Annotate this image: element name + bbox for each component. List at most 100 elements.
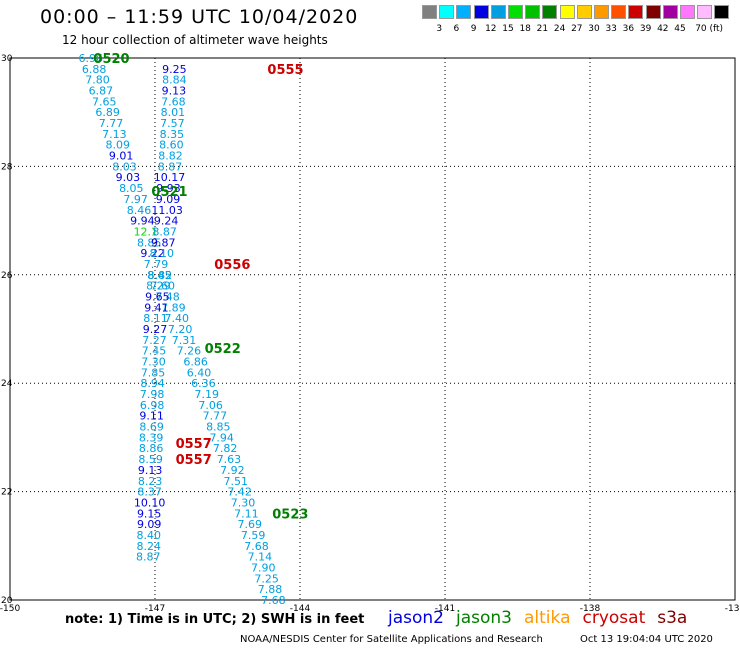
wave-height-value: 7.27 bbox=[142, 334, 167, 347]
wave-height-value: 8.82 bbox=[158, 150, 183, 163]
wave-height-value: 6.36 bbox=[191, 377, 216, 390]
wave-height-value: 9.25 bbox=[162, 63, 187, 76]
wave-height-value: 8.39 bbox=[139, 431, 164, 444]
wave-height-value: 8.09 bbox=[106, 139, 131, 152]
y-tick-label: 20 bbox=[1, 596, 13, 606]
y-tick-label: 28 bbox=[1, 162, 13, 172]
scale-label: 12 bbox=[485, 24, 497, 34]
legend-jason3: jason3 bbox=[456, 608, 512, 628]
wave-height-value: 9.93 bbox=[156, 182, 181, 195]
wave-height-value: 7.68 bbox=[261, 594, 286, 607]
wave-height-value: 8.85 bbox=[137, 236, 162, 249]
wave-height-value: 7.30 bbox=[141, 356, 166, 369]
scale-swatch bbox=[422, 5, 437, 19]
wave-height-value: 10.10 bbox=[134, 496, 166, 509]
wave-height-value: 8.87 bbox=[158, 160, 183, 173]
pass-time-label: 0557 bbox=[176, 453, 212, 468]
legend-jason2: jason2 bbox=[388, 608, 444, 628]
scale-swatch bbox=[542, 5, 558, 19]
timestamp: Oct 13 19:04:04 UTC 2020 bbox=[580, 634, 713, 645]
scale-swatch bbox=[508, 5, 523, 19]
wave-height-value: 7.11 bbox=[234, 507, 259, 520]
wave-height-value: 7.13 bbox=[102, 128, 127, 141]
wave-height-value: 8.85 bbox=[206, 421, 231, 434]
scale-swatch bbox=[594, 5, 609, 19]
pass-time-label: 0522 bbox=[205, 342, 241, 357]
wave-height-value: 8.29 bbox=[146, 280, 171, 293]
wave-height-value: 8.59 bbox=[138, 453, 163, 466]
scale-label: 9 bbox=[470, 24, 477, 34]
scale-swatch bbox=[456, 5, 472, 19]
wave-height-value: 7.48 bbox=[155, 290, 180, 303]
wave-height-value: 6.40 bbox=[187, 366, 212, 379]
scale-label: 70 (ft) bbox=[695, 24, 724, 34]
wave-height-value: 7.94 bbox=[209, 431, 234, 444]
wave-height-value: 8.35 bbox=[160, 128, 185, 141]
wave-height-value: 7.68 bbox=[161, 95, 186, 108]
wave-height-value: 8.82 bbox=[148, 269, 173, 282]
scale-label: 42 bbox=[657, 24, 669, 34]
wave-height-value: 9.22 bbox=[140, 247, 165, 260]
wave-height-value: 9.87 bbox=[151, 236, 176, 249]
scale-label: 39 bbox=[639, 24, 652, 34]
scale-swatch bbox=[697, 5, 713, 19]
wave-height-value: 9.94 bbox=[130, 215, 155, 228]
scale-swatch bbox=[714, 5, 730, 19]
wave-height-value: 7.97 bbox=[123, 193, 148, 206]
scale-swatch bbox=[662, 5, 678, 19]
pass-time-label: 0521 bbox=[151, 185, 187, 200]
wave-height-value: 7.30 bbox=[231, 496, 256, 509]
wave-height-value: 7.79 bbox=[144, 258, 169, 271]
scale-label: 33 bbox=[605, 24, 617, 34]
wave-height-value: 7.31 bbox=[172, 334, 197, 347]
wave-height-value: 6.96 bbox=[78, 52, 103, 65]
y-tick-label: 30 bbox=[1, 54, 13, 64]
scale-label: 30 bbox=[588, 24, 600, 34]
wave-height-value: 6.86 bbox=[183, 356, 208, 369]
wave-height-value: 8.87 bbox=[152, 225, 177, 238]
wave-height-value: 8.05 bbox=[119, 182, 144, 195]
wave-height-value: 7.60 bbox=[150, 280, 175, 293]
wave-height-value: 8.69 bbox=[139, 421, 164, 434]
credit-line: NOAA/NESDIS Center for Satellite Applica… bbox=[240, 634, 543, 645]
wave-height-value: 7.40 bbox=[165, 312, 190, 325]
scale-label: 6 bbox=[453, 24, 460, 34]
scale-swatch bbox=[576, 5, 592, 19]
wave-height-value: 10.17 bbox=[154, 171, 186, 184]
pass-time-label: 0520 bbox=[93, 52, 129, 67]
x-tick-label: -135 bbox=[725, 604, 740, 614]
x-tick-label: -147 bbox=[145, 604, 165, 614]
wave-height-value: 7.90 bbox=[251, 561, 276, 574]
wave-height-value: 9.09 bbox=[156, 193, 181, 206]
scale-label: 24 bbox=[553, 24, 566, 34]
wave-height-value: 7.06 bbox=[198, 399, 223, 412]
scale-swatch bbox=[628, 5, 644, 19]
scale-label: 27 bbox=[571, 24, 583, 34]
wave-height-value: 7.25 bbox=[254, 572, 279, 585]
legend-s3a: s3a bbox=[657, 608, 688, 628]
scale-swatch bbox=[473, 5, 489, 19]
wave-height-value: 8.84 bbox=[162, 74, 187, 87]
wave-height-value: 8.40 bbox=[136, 529, 161, 542]
wave-height-value: 7.88 bbox=[258, 583, 283, 596]
wave-height-value: 8.37 bbox=[137, 486, 162, 499]
wave-height-value: 7.26 bbox=[177, 345, 202, 358]
wave-height-value: 8.94 bbox=[140, 377, 165, 390]
wave-height-value: 11.03 bbox=[151, 204, 183, 217]
wave-height-value: 8.11 bbox=[143, 312, 168, 325]
x-tick-label: -144 bbox=[290, 604, 311, 614]
legend-cryosat: cryosat bbox=[582, 608, 646, 628]
wave-height-value: 9.13 bbox=[138, 464, 163, 477]
scale-label: 21 bbox=[536, 24, 549, 34]
wave-height-value: 9.01 bbox=[109, 150, 134, 163]
wave-height-value: 8.46 bbox=[127, 204, 152, 217]
map-frame bbox=[9, 57, 736, 601]
wave-height-value: 8.86 bbox=[139, 442, 164, 455]
wave-height-value: 9.09 bbox=[137, 518, 162, 531]
scale-swatch bbox=[559, 5, 575, 19]
scale-label: 18 bbox=[519, 24, 531, 34]
wave-height-value: 7.82 bbox=[213, 442, 238, 455]
x-tick-label: -150 bbox=[0, 604, 20, 614]
scale-swatch bbox=[680, 5, 695, 19]
